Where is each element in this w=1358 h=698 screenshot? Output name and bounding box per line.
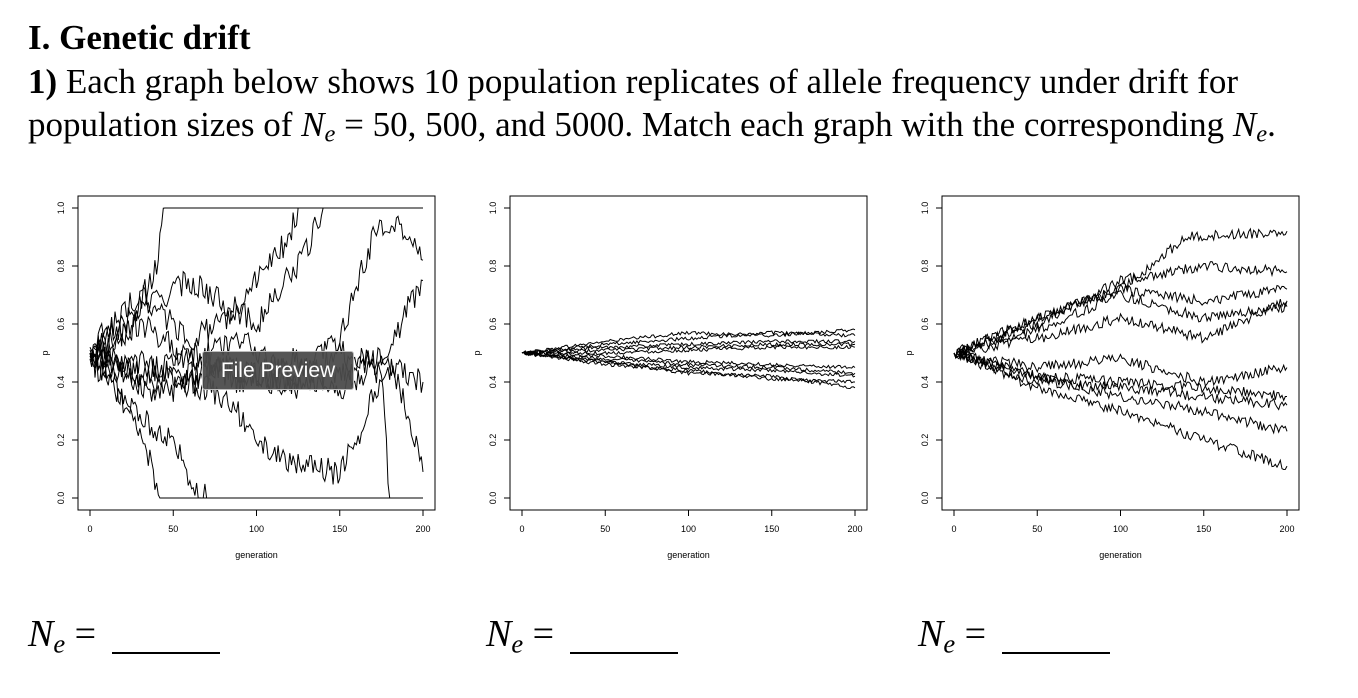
x-tick-label: 150: [1196, 524, 1211, 534]
replicate-line: [953, 298, 1288, 358]
y-tick-label: 0.8: [488, 260, 498, 273]
x-tick-label: 50: [1032, 524, 1042, 534]
x-axis-label: generation: [667, 550, 710, 560]
question-number: 1): [28, 62, 58, 101]
question-text-part-2: = 50, 500, and 5000. Match each graph wi…: [344, 105, 1225, 144]
y-tick-label: 0.2: [920, 434, 930, 447]
ne-symbol: Ne: [301, 105, 336, 148]
y-tick-label: 0.4: [920, 376, 930, 389]
y-tick-label: 0.6: [488, 318, 498, 331]
x-tick-label: 50: [600, 524, 610, 534]
y-tick-label: 0.0: [920, 492, 930, 505]
y-tick-label: 0.6: [56, 318, 66, 331]
y-axis-label: p: [904, 350, 914, 355]
x-axis-label: generation: [1099, 550, 1142, 560]
replicate-line: [953, 349, 1287, 402]
y-tick-label: 0.4: [488, 376, 498, 389]
replicate-line: [89, 350, 423, 499]
x-tick-label: 150: [332, 524, 347, 534]
y-tick-label: 1.0: [920, 202, 930, 215]
x-axis-label: generation: [235, 550, 278, 560]
replicate-line: [521, 351, 856, 370]
replicate-line: [89, 207, 423, 353]
x-tick-label: 50: [168, 524, 178, 534]
question-text-part-1: Each graph below shows 10 population rep…: [28, 62, 1238, 144]
answer-blank[interactable]: [111, 618, 220, 654]
replicate-line: [521, 351, 856, 390]
replicate-line: [953, 283, 1288, 359]
plot-frame: [509, 195, 868, 511]
y-tick-label: 1.0: [488, 202, 498, 215]
drift-plot-1: 0 50 100 150 200 0.0 0.2 0.4 0.6 0.8 1.0 generation…: [40, 188, 440, 568]
y-tick-label: 0.8: [920, 260, 930, 273]
drift-plot-2: 0 50 100 150 200 0.0 0.2 0.4 0.6 0.8 1.0 generation…: [472, 188, 872, 568]
section-heading: I. Genetic drift: [28, 18, 251, 57]
replicate-line: [953, 348, 1288, 388]
question-text-part-3: .: [1267, 105, 1276, 144]
y-tick-label: 0.2: [488, 434, 498, 447]
x-tick-label: 200: [415, 524, 430, 534]
y-tick-label: 0.0: [56, 492, 66, 505]
drift-plot-3: 0 50 100 150 200 0.0 0.2 0.4 0.6 0.8 1.0 generation…: [904, 188, 1304, 568]
y-axis-label: p: [40, 350, 50, 355]
y-tick-label: 0.2: [56, 434, 66, 447]
replicate-line: [521, 330, 856, 354]
replicate-line: [521, 341, 856, 356]
answer-blank[interactable]: [569, 618, 678, 654]
chart-svg: 0 50 100 150 200 0.0 0.2 0.4 0.6 0.8 1.0 generation…: [904, 195, 1300, 560]
chart-svg: 0 50 100 150 200 0.0 0.2 0.4 0.6 0.8 1.0 generation…: [40, 195, 436, 560]
question-text: 1) Each graph below shows 10 population …: [28, 60, 1338, 146]
ne-symbol: Ne: [1232, 105, 1268, 148]
y-axis-label: p: [472, 350, 482, 355]
chart-svg: 0 50 100 150 200 0.0 0.2 0.4 0.6 0.8 1.0 generation…: [472, 195, 868, 560]
y-tick-label: 0.0: [488, 492, 498, 505]
answer-blank[interactable]: [1001, 618, 1110, 654]
x-tick-label: 200: [1279, 524, 1294, 534]
x-tick-label: 100: [1113, 524, 1128, 534]
y-tick-label: 0.6: [920, 318, 930, 331]
replicate-line: [521, 338, 856, 355]
replicate-line: [89, 345, 424, 485]
ne-answer-1: Ne =: [28, 612, 220, 657]
y-tick-label: 0.8: [56, 260, 66, 273]
y-tick-label: 0.4: [56, 376, 66, 389]
x-tick-label: 0: [951, 524, 956, 534]
file-preview-overlay[interactable]: File Preview: [202, 351, 354, 390]
x-tick-label: 200: [847, 524, 862, 534]
replicate-line: [521, 351, 856, 378]
replicate-line: [953, 349, 1288, 435]
plot-frame: [941, 195, 1300, 511]
replicate-line: [953, 349, 1288, 471]
x-tick-label: 0: [87, 524, 92, 534]
replicate-line: [953, 289, 1288, 359]
ne-answer-2: Ne =: [486, 612, 678, 657]
replicate-line: [89, 207, 423, 359]
replicate-line: [953, 350, 1288, 411]
x-tick-label: 100: [249, 524, 264, 534]
replicate-line: [521, 344, 856, 356]
x-tick-label: 100: [681, 524, 696, 534]
x-tick-label: 0: [519, 524, 524, 534]
x-tick-label: 150: [764, 524, 779, 534]
replicate-line: [953, 261, 1288, 358]
ne-answer-3: Ne =: [918, 612, 1110, 657]
y-tick-label: 1.0: [56, 202, 66, 215]
